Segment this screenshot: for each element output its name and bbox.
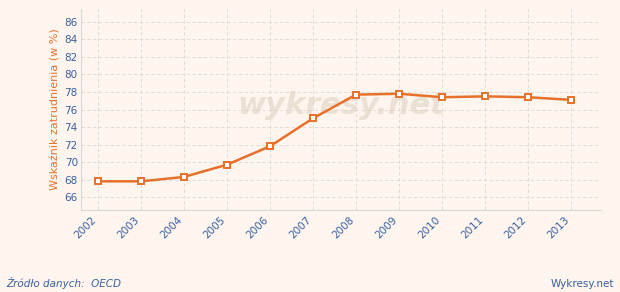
Text: Źródło danych:  OECD: Źródło danych: OECD [6, 277, 121, 289]
Y-axis label: Wskaźnik zatrudnienia (w %): Wskaźnik zatrudnienia (w %) [50, 29, 60, 190]
Text: Wykresy.net: Wykresy.net [551, 279, 614, 289]
Text: wykresy.net: wykresy.net [237, 91, 445, 120]
